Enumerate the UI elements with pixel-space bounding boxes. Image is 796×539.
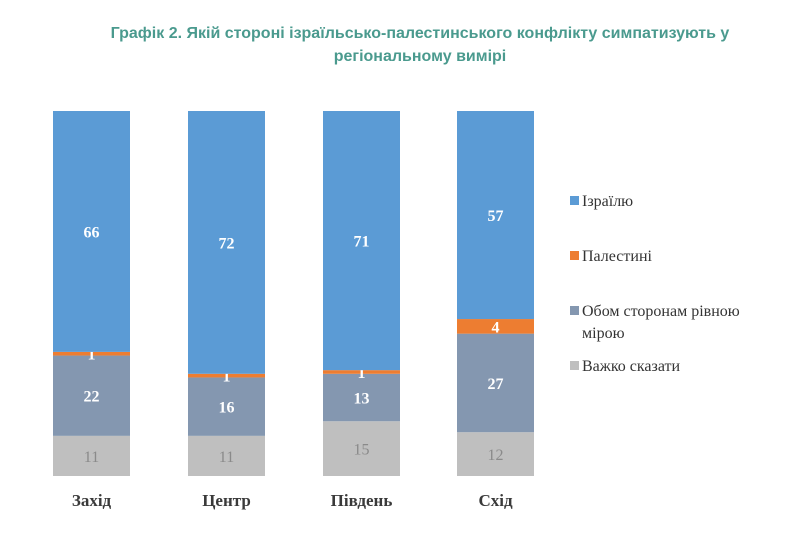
bar-segment: [323, 373, 400, 422]
data-label: 16: [219, 400, 235, 417]
bar-segment: [323, 370, 400, 374]
data-label: 1: [223, 369, 231, 386]
bar-segment: [53, 435, 130, 476]
data-label: 11: [84, 449, 99, 466]
legend-label: Ізраїлю: [582, 193, 633, 210]
chart-title-line-1: Графік 2. Якій стороні ізраїльсько-палес…: [110, 25, 730, 42]
bar-segment: [53, 111, 130, 352]
legend-swatch: [570, 361, 579, 370]
legend-label: Палестині: [582, 248, 653, 265]
bar-segment: [323, 111, 400, 371]
data-label: 57: [488, 208, 504, 225]
legend-swatch: [570, 251, 579, 260]
legend-swatch: [570, 306, 579, 315]
legend-swatch: [570, 196, 579, 205]
category-label: Центр: [202, 491, 251, 510]
data-label: 71: [354, 234, 370, 251]
data-label: 1: [88, 347, 96, 364]
bar-segment: [323, 421, 400, 476]
chart-title-line-2: регіональному вимірі: [333, 48, 507, 65]
chart-title: Графік 2. Якій стороні ізраїльсько-палес…: [60, 22, 780, 68]
data-label: 11: [219, 449, 234, 466]
bar-segment: [53, 351, 130, 356]
data-label: 4: [492, 319, 500, 336]
category-label: Схід: [478, 491, 513, 510]
data-label: 27: [488, 376, 504, 393]
data-label: 72: [219, 235, 235, 252]
bar-segment: [188, 435, 265, 476]
bar-segment: [457, 111, 534, 320]
data-label: 66: [84, 224, 100, 241]
bar-segment: [188, 377, 265, 436]
category-label: Захід: [72, 491, 112, 510]
bar-segment: [188, 111, 265, 374]
legend-label: мірою: [582, 325, 625, 342]
category-label: Південь: [331, 491, 393, 510]
data-label: 22: [84, 389, 100, 406]
bar-segment: [457, 319, 534, 334]
bar-segment: [188, 373, 265, 378]
legend-label: Важко сказати: [582, 358, 681, 375]
legend-label: Обом сторонам рівною: [582, 303, 740, 320]
data-label: 12: [488, 447, 504, 464]
bar-segment: [457, 432, 534, 476]
data-label: 15: [354, 442, 370, 459]
bar-segment: [457, 333, 534, 433]
data-label: 1: [358, 365, 366, 382]
data-label: 13: [354, 391, 370, 408]
bar-segment: [53, 355, 130, 436]
